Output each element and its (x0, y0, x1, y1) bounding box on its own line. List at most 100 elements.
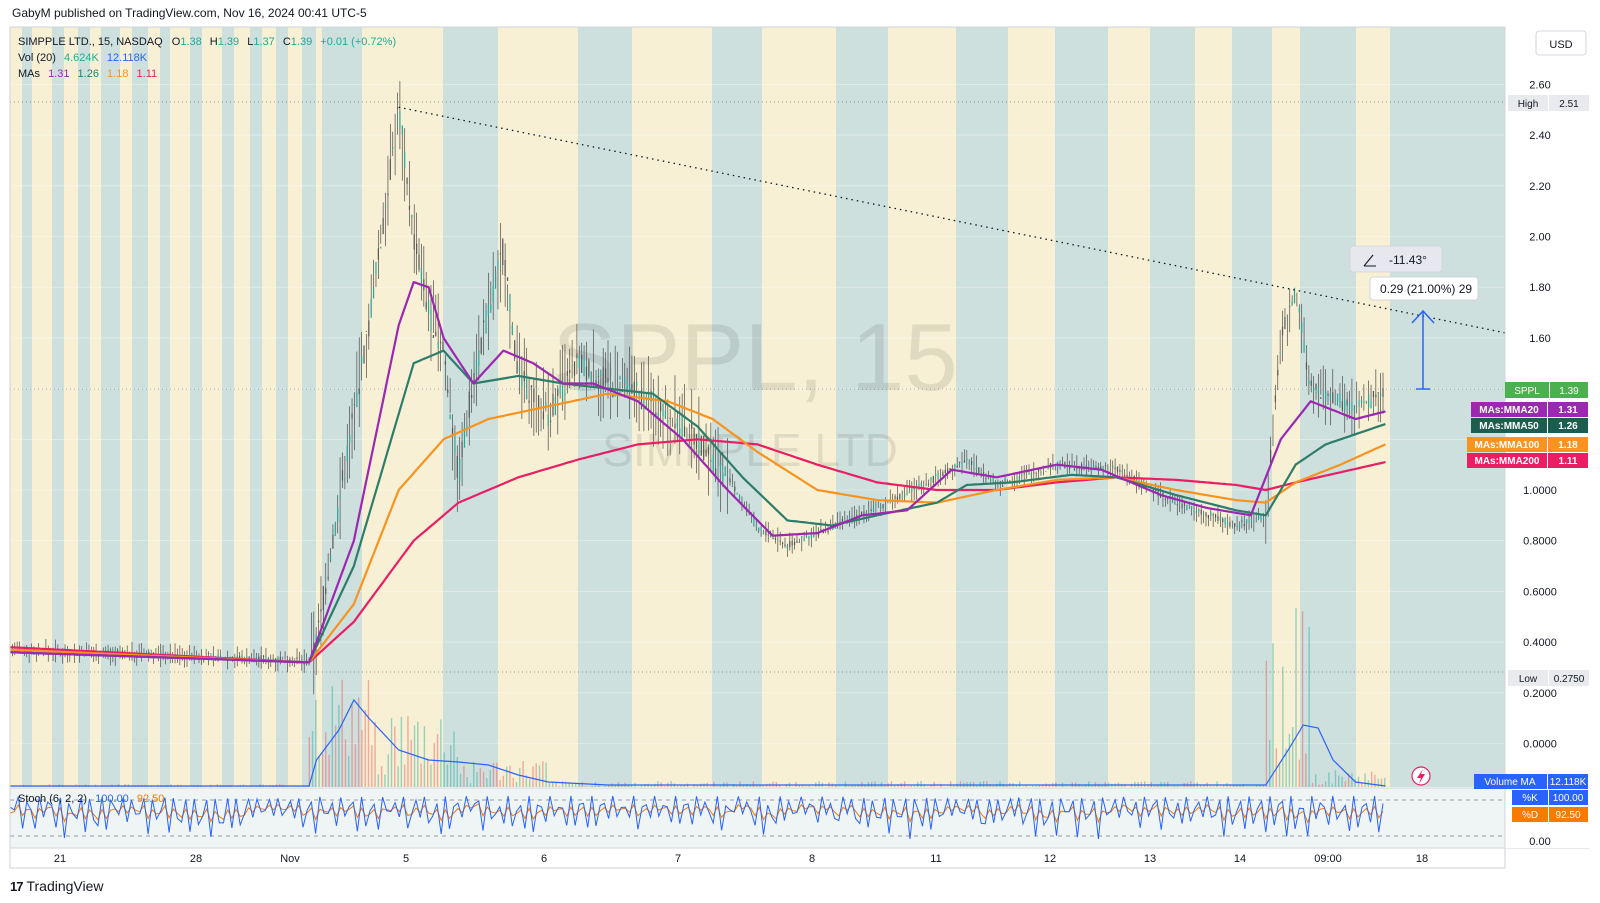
candle-body (1066, 467, 1068, 469)
candle-body (820, 529, 822, 532)
trendline[interactable] (398, 106, 1506, 334)
candle-body (1164, 499, 1166, 500)
candle-body (396, 107, 399, 109)
candle-body (1207, 515, 1209, 519)
candle-body (296, 657, 298, 660)
angle-annotation[interactable]: -11.43° (1349, 245, 1443, 273)
candle-body (583, 358, 585, 377)
time-tick-label: 09:00 (1314, 853, 1342, 865)
candle-body (1353, 407, 1355, 411)
volume-bar (778, 785, 781, 787)
session-band (1232, 27, 1272, 787)
candle-body (939, 476, 942, 478)
candle-body (1351, 401, 1353, 411)
volume-bar (305, 786, 307, 787)
candle-body (1262, 518, 1265, 520)
low-label: Low (1519, 674, 1538, 685)
volume-bar (999, 781, 1001, 787)
candle-body (1358, 400, 1360, 406)
price-tick-label: 0.0000 (1523, 739, 1557, 751)
candle-body (435, 331, 437, 337)
candle-body (389, 159, 391, 181)
candle-body (1296, 303, 1298, 305)
candle-body (473, 372, 475, 382)
volume-bar (920, 781, 922, 787)
time-tick-label: Nov (280, 853, 300, 865)
candle-body (97, 656, 100, 657)
candle-body (581, 354, 583, 373)
candle-body (363, 345, 365, 364)
candle-body (267, 658, 269, 660)
mma50-value: 1.26 (1558, 421, 1578, 432)
time-tick-label: 28 (190, 853, 202, 865)
volume-bar (453, 731, 455, 787)
volume-bar (1351, 773, 1353, 787)
legend-low: 1.37 (253, 36, 274, 48)
candle-body (944, 469, 946, 474)
candle-body (607, 378, 609, 382)
candle-body (880, 505, 882, 509)
candle-body (356, 392, 358, 408)
candle-body (782, 542, 784, 544)
volume-bar (739, 781, 741, 787)
candle-body (322, 585, 324, 610)
volume-bar (384, 774, 386, 787)
candle-body (605, 368, 607, 383)
volume-bar (1315, 774, 1317, 787)
candle-body (504, 260, 506, 277)
candle-body (585, 366, 588, 381)
session-band (148, 27, 160, 787)
candle-body (1291, 301, 1293, 306)
volume-bar (854, 786, 856, 787)
candle-body (973, 462, 975, 465)
volume-bar (923, 784, 926, 787)
candle-body (884, 503, 887, 506)
volume-bar (903, 781, 906, 787)
sppl-value: 1.39 (1559, 386, 1579, 397)
candle-body (841, 518, 844, 523)
candle-body (755, 525, 757, 528)
candle-body (1241, 520, 1243, 522)
candle-body (1193, 510, 1195, 512)
candle-body (1238, 523, 1241, 528)
candle-body (1150, 485, 1152, 487)
candle-body (112, 650, 114, 652)
volume-bar (223, 786, 225, 787)
candle-body (370, 299, 372, 318)
volume-bar (134, 786, 136, 787)
session-band (22, 27, 32, 787)
volume-ma-badge: Volume MA 12.118K (1474, 774, 1588, 789)
volume-bar (621, 785, 623, 787)
candle-body (875, 504, 877, 507)
volume-bar (959, 781, 962, 787)
candle-body (1183, 502, 1186, 506)
d-label: %D (1522, 810, 1538, 821)
session-band (10, 27, 22, 787)
volume-bar (325, 732, 327, 787)
candle-body (317, 620, 320, 623)
candle-body (906, 493, 908, 494)
candle-body (760, 527, 762, 530)
volume-bar (1255, 784, 1258, 787)
volume-bar (545, 762, 547, 787)
candle-body (1200, 509, 1202, 515)
candle-body (564, 392, 566, 396)
time-axis[interactable]: 21 28 Nov 5 6 7 8 11 12 13 14 09:00 18 (54, 853, 1428, 865)
candle-body (1035, 473, 1037, 474)
volume-bar (1361, 783, 1363, 787)
measure-annotation[interactable]: 0.29 (21.00%) 29 (1369, 276, 1479, 301)
candle-body (992, 478, 994, 481)
currency-button[interactable] (1535, 30, 1587, 56)
session-band (443, 27, 498, 787)
volume-bar (759, 784, 761, 787)
high-badge: High 2.51 (1508, 95, 1589, 111)
alert-lightning-icon[interactable] (1411, 766, 1431, 786)
candle-body (559, 382, 561, 395)
volume-bar (1081, 786, 1083, 787)
candle-body (1212, 514, 1214, 516)
candle-body (497, 260, 499, 271)
candle-body (1016, 477, 1018, 479)
candle-body (451, 428, 454, 436)
volume-bar (1232, 784, 1235, 787)
